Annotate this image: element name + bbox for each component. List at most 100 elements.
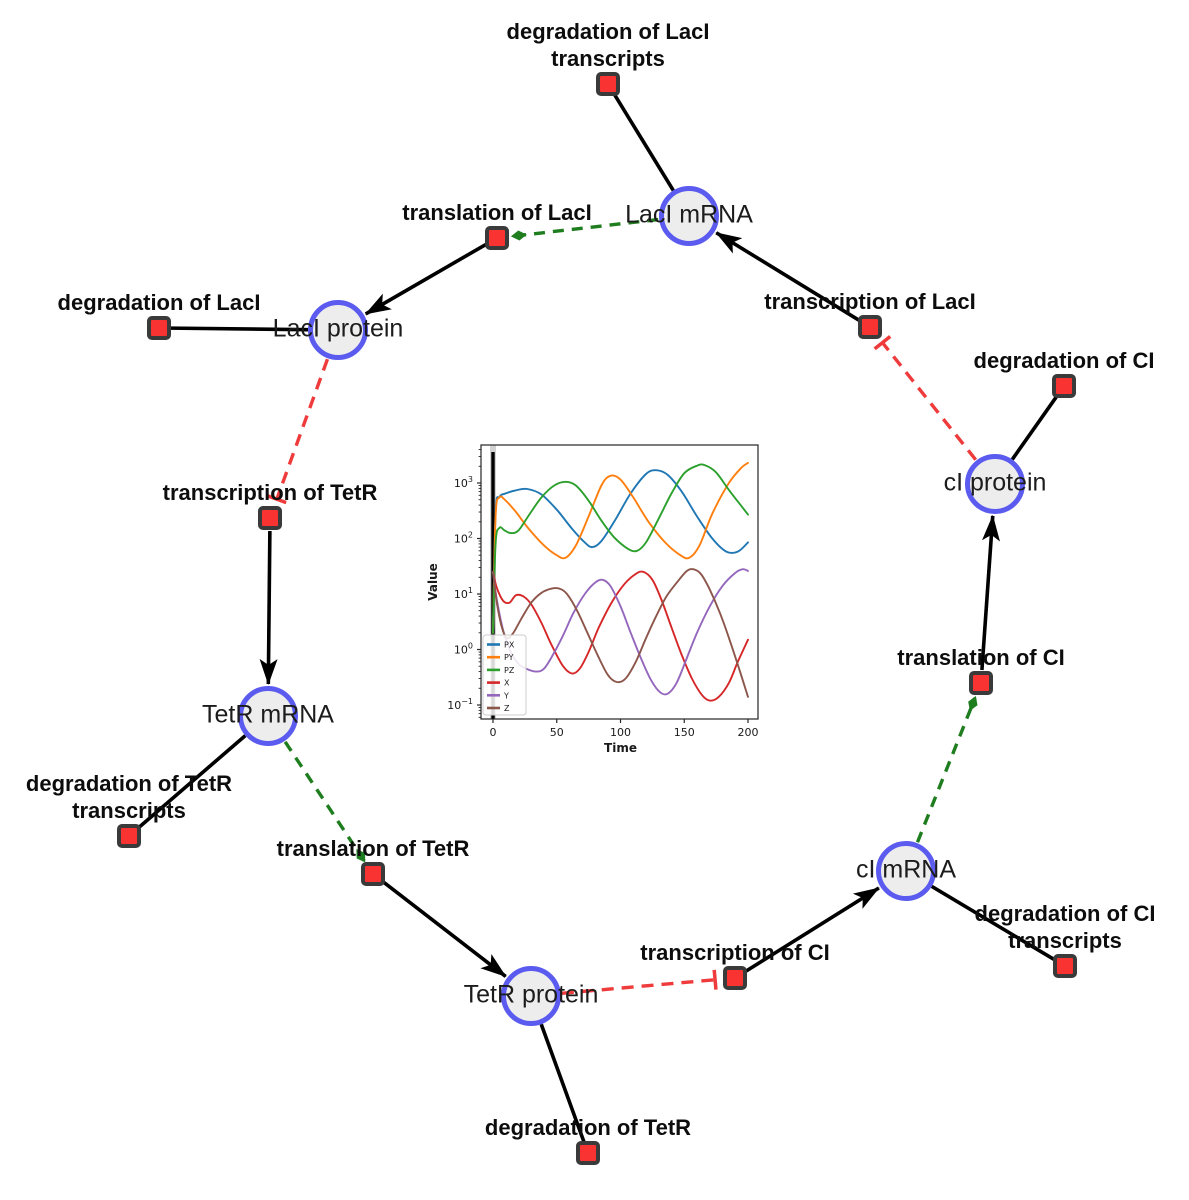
species-label-cI_protein: cI protein — [943, 468, 1047, 497]
species-label-tetR_mRNA: TetR mRNA — [202, 700, 334, 729]
chart-legend-label: PY — [504, 653, 514, 662]
chart-plot-area — [481, 445, 758, 719]
reaction-node-deg_tetR[interactable] — [576, 1141, 600, 1165]
reaction-label-line: degradation of TetR — [484, 1115, 692, 1140]
reaction-label-line: transcripts — [72, 798, 186, 823]
chart-x-tick-label: 200 — [738, 726, 759, 739]
chart-y-tick-label: 101 — [454, 586, 473, 601]
chart-axes-frame — [480, 444, 759, 720]
chart-x-tick-label: 100 — [610, 726, 631, 739]
chart-legend-label: Y — [503, 691, 509, 700]
reaction-label-txn_lacI: transcription of LacI — [764, 288, 975, 315]
edge-consumption-cI_protein-to-deg_cI — [1010, 394, 1059, 461]
reaction-label-line: degradation of LacI — [57, 290, 261, 315]
species-label-lacI_protein: LacI protein — [272, 314, 404, 343]
chart-x-tick-label: 150 — [674, 726, 695, 739]
reaction-label-transl_tetR: translation of TetR — [277, 835, 470, 862]
species-node-tetR_mRNA[interactable] — [238, 686, 298, 746]
edge-consumption-tetR_protein-to-deg_tetR — [539, 1023, 586, 1143]
chart-legend: PX PY PZ XYZ — [482, 634, 527, 716]
species-node-lacI_protein[interactable] — [308, 300, 368, 360]
species-node-cI_mRNA[interactable] — [876, 841, 936, 901]
edge-production-transl_tetR-to-tetR_protein — [382, 880, 507, 978]
edge-consumption-lacI_mRNA-to-deg_lacI_tr — [612, 93, 675, 192]
reaction-node-deg_lacI_tr[interactable] — [596, 72, 620, 96]
reaction-label-deg_tetR: degradation of TetR — [485, 1114, 691, 1141]
reaction-label-line: degradation of CI — [974, 901, 1156, 926]
reaction-label-deg_lacI: degradation of LacI — [58, 289, 261, 316]
species-label-lacI_mRNA: LacI mRNA — [625, 200, 753, 229]
edge-modifier-tetR_mRNA-to-transl_tetR — [283, 740, 366, 863]
chart-series-PY — [492, 461, 749, 634]
edge-inhibition-cI_protein-to-txn_lacI — [873, 335, 978, 461]
edge-production-txn_tetR-to-tetR_mRNA — [259, 530, 278, 686]
chart-x-tick-label: 0 — [490, 726, 497, 739]
chart-x-tick-label: 50 — [550, 726, 564, 739]
reaction-label-line: degradation of TetR — [25, 771, 233, 796]
reaction-node-transl_lacI[interactable] — [485, 226, 509, 250]
chart-y-tick-label: 102 — [454, 531, 473, 546]
reaction-label-line: degradation of CI — [973, 348, 1155, 373]
chart-legend-label: Z — [504, 704, 510, 713]
chart-legend-label: PZ — [504, 666, 515, 675]
reaction-node-deg_tetR_tr[interactable] — [117, 824, 141, 848]
edge-production-txn_cI-to-cI_mRNA — [745, 886, 880, 973]
chart-y-ticks: 10−1 100 101 102 103 — [447, 449, 481, 718]
reaction-label-txn_cI: transcription of CI — [640, 939, 829, 966]
edge-inhibition-lacI_protein-to-txn_tetR — [266, 358, 330, 505]
edge-production-txn_lacI-to-lacI_mRNA — [715, 231, 860, 322]
chart-ylabel: Value — [426, 563, 440, 601]
chart-series-Z — [492, 568, 749, 698]
chart-legend-label: PX — [504, 641, 515, 650]
reaction-label-txn_tetR: transcription of TetR — [163, 479, 378, 506]
reaction-node-txn_tetR[interactable] — [258, 506, 282, 530]
edge-consumption-cI_mRNA-to-deg_cI_tr — [930, 884, 1056, 962]
reaction-label-deg_cI_tr: degradation of CI transcripts — [975, 900, 1156, 954]
reaction-label-line: transcription of TetR — [162, 480, 378, 505]
chart-series-X — [492, 570, 749, 702]
species-node-tetR_protein[interactable] — [501, 966, 561, 1026]
reaction-label-line: transcription of LacI — [764, 289, 976, 314]
species-label-cI_mRNA: cI mRNA — [856, 855, 956, 884]
reaction-label-deg_cI: degradation of CI — [974, 347, 1155, 374]
chart-series-PZ — [492, 463, 749, 634]
species-label-tetR_protein: TetR protein — [463, 980, 599, 1009]
reaction-label-deg_lacI_tr: degradation of LacI transcripts — [507, 18, 710, 72]
chart-series-PX — [492, 469, 749, 634]
reaction-label-deg_tetR_tr: degradation of TetR transcripts — [26, 770, 232, 824]
chart-legend-label: X — [504, 679, 510, 688]
reaction-node-txn_cI[interactable] — [723, 966, 747, 990]
species-node-cI_protein[interactable] — [965, 454, 1025, 514]
reaction-node-deg_cI_tr[interactable] — [1053, 954, 1077, 978]
chart-x-ticks: 0 50 100 150 200 — [490, 719, 759, 739]
species-node-lacI_mRNA[interactable] — [659, 186, 719, 246]
edge-consumption-tetR_mRNA-to-deg_tetR_tr — [136, 734, 247, 830]
reaction-label-line: transcripts — [551, 46, 665, 71]
edge-production-transl_cI-to-cI_protein — [980, 514, 1000, 671]
reaction-node-txn_lacI[interactable] — [858, 315, 882, 339]
edge-modifier-cI_mRNA-to-transl_cI — [915, 696, 978, 843]
chart-y-tick-label: 10−1 — [447, 697, 473, 712]
chart-y-tick-label: 103 — [454, 475, 473, 490]
reaction-node-deg_lacI[interactable] — [147, 316, 171, 340]
reaction-label-transl_cI: translation of CI — [897, 644, 1064, 671]
reaction-node-transl_tetR[interactable] — [361, 862, 385, 886]
edge-production-transl_lacI-to-lacI_protein — [364, 242, 487, 316]
reaction-label-line: translation of LacI — [402, 200, 592, 225]
reaction-label-line: translation of CI — [897, 645, 1065, 670]
chart-y-tick-label: 100 — [454, 642, 473, 657]
reaction-label-line: transcription of CI — [640, 940, 830, 965]
reaction-label-line: translation of TetR — [276, 836, 470, 861]
edge-modifier-lacI_mRNA-to-transl_lacI — [510, 217, 659, 241]
edge-consumption-lacI_protein-to-deg_lacI — [170, 326, 309, 332]
chart-xlabel: Time — [604, 741, 637, 755]
reaction-label-transl_lacI: translation of LacI — [402, 199, 591, 226]
reaction-label-line: transcripts — [1008, 928, 1122, 953]
reaction-label-line: degradation of LacI — [506, 19, 710, 44]
edge-inhibition-tetR_protein-to-txn_cI — [561, 969, 718, 995]
reaction-node-deg_cI[interactable] — [1052, 374, 1076, 398]
reaction-node-transl_cI[interactable] — [969, 671, 993, 695]
